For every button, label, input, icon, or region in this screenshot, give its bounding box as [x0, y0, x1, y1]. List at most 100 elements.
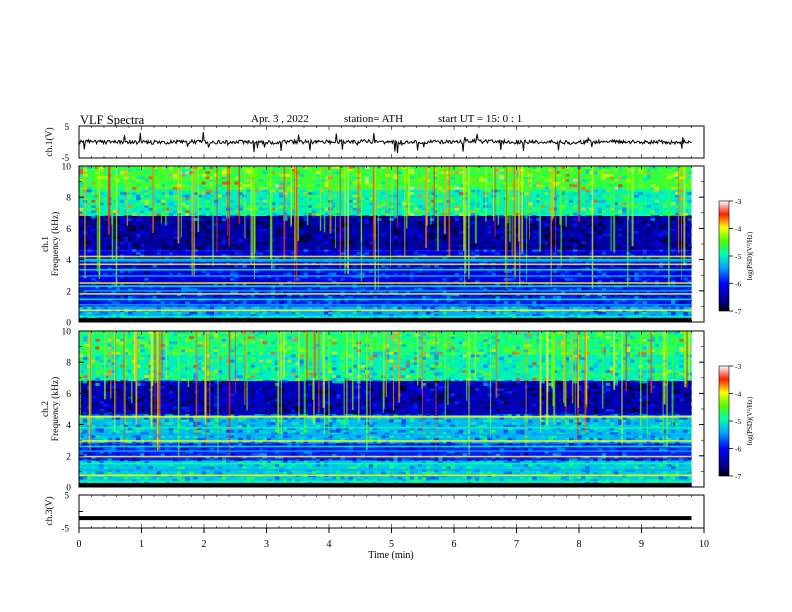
- spectrum-cell: [140, 166, 145, 169]
- spectrum-cell: [299, 205, 304, 208]
- spectrum-cell: [119, 283, 125, 286]
- spectrum-cell: [356, 272, 362, 276]
- spectrum-cell: [209, 311, 215, 315]
- spectrum-cell: [662, 293, 668, 297]
- spectrum-cell: [671, 228, 676, 232]
- spectrum-cell: [422, 192, 427, 195]
- spectrum-cell: [193, 189, 198, 193]
- spectrum-cell: [573, 244, 578, 247]
- spectrum-cell: [609, 212, 615, 216]
- spectrum-cell: [128, 429, 133, 433]
- sferic-streak: [509, 166, 511, 242]
- spectrum-cell: [307, 301, 313, 305]
- spectrum-cell: [650, 184, 656, 188]
- spectrum-cell: [221, 189, 227, 193]
- spectrum-cell: [536, 251, 541, 255]
- spectrum-cell: [422, 168, 427, 172]
- spectrum-cell: [364, 215, 370, 219]
- spectrum-cell: [658, 301, 664, 305]
- spectrum-cell: [422, 197, 427, 201]
- spectrum-cell: [221, 181, 227, 185]
- spectrum-cell: [438, 166, 443, 169]
- spectrum-cell: [552, 231, 558, 234]
- spectrum-cell: [499, 264, 504, 268]
- spectrum-cell: [217, 311, 223, 315]
- spectrum-cell: [160, 218, 166, 221]
- spectrum-cell: [401, 228, 406, 232]
- spectrum-cell: [246, 233, 251, 237]
- spectrum-cell: [226, 171, 231, 175]
- spectrum-cell: [499, 176, 504, 180]
- spectrum-cell: [87, 207, 92, 211]
- spectrum-cell: [507, 314, 513, 318]
- spectrum-cell: [487, 314, 492, 318]
- ch1-waveform-panel: 5 -5 ch.1(V): [44, 122, 705, 163]
- spectrum-cell: [291, 277, 296, 281]
- spectrum-cell: [446, 293, 451, 297]
- spectrum-cell: [609, 249, 615, 253]
- spectrum-cell: [458, 267, 464, 271]
- spectrum-cell: [275, 244, 280, 247]
- spectrum-cell: [315, 241, 321, 245]
- spectrum-cell: [168, 236, 174, 240]
- spectrum-cell: [650, 186, 656, 190]
- spectrum-cell: [205, 280, 210, 284]
- spectrum-cell: [511, 314, 517, 318]
- spectrum-cell: [601, 205, 607, 208]
- spectrum-cell: [426, 207, 431, 211]
- spectrum-cell: [422, 194, 427, 198]
- spectrum-cell: [675, 251, 680, 255]
- spectrum-cell: [593, 189, 598, 193]
- spectrum-cell: [475, 168, 480, 172]
- spectrum-cell: [115, 231, 121, 234]
- spectrum-cell: [164, 306, 170, 310]
- spectrum-cell: [646, 251, 651, 255]
- spectrum-cell: [189, 238, 194, 242]
- spectrum-cell: [99, 463, 104, 467]
- spectrum-cell: [111, 210, 117, 214]
- spectrum-cell: [450, 207, 455, 211]
- spectrum-cell: [687, 205, 692, 208]
- spectrum-cell: [585, 176, 590, 180]
- spectrum-cell: [589, 264, 594, 268]
- spectrum-cell: [532, 184, 537, 188]
- spectrum-cell: [234, 173, 239, 177]
- spectrum-cell: [119, 435, 125, 438]
- spectrum-cell: [291, 189, 296, 193]
- spectrum-cell: [393, 189, 398, 193]
- spectrum-cell: [275, 220, 280, 224]
- spectrum-cell: [319, 215, 325, 219]
- spectrum-cell: [687, 244, 692, 247]
- spectrum-cell: [544, 236, 549, 240]
- spectrum-cell: [275, 277, 280, 281]
- spectrum-cell: [91, 270, 96, 273]
- spectrum-cell: [683, 212, 688, 216]
- spectrum-cell: [164, 380, 170, 384]
- spectrum-cell: [634, 277, 639, 281]
- spectrum-cell: [115, 338, 121, 342]
- spectrum-cell: [152, 463, 157, 467]
- spectrum-cell: [573, 179, 578, 182]
- spectrum-cell: [283, 231, 288, 234]
- spectrum-cell: [275, 212, 280, 216]
- spectrum-cell: [242, 293, 247, 297]
- spectrum-cell: [283, 241, 288, 245]
- spectrum-cell: [405, 220, 411, 224]
- spectrum-cell: [315, 184, 321, 188]
- spectrum-cell: [536, 181, 541, 185]
- spectrum-cell: [438, 186, 443, 190]
- spectrum-cell: [217, 194, 223, 198]
- spectrum-cell: [307, 290, 313, 294]
- ch1-colorbar-ticks: -3-4-5-6-7: [729, 197, 741, 316]
- spectrum-cell: [254, 301, 259, 305]
- spectrum-cell: [622, 228, 627, 232]
- ch1-frequency-ylabel: Frequency (kHz): [50, 212, 61, 277]
- spectrum-cell: [324, 290, 329, 294]
- spectrum-cell: [275, 215, 280, 219]
- spectrum-cell: [564, 218, 570, 221]
- spectrum-cell: [360, 225, 366, 229]
- spectrum-cell: [164, 277, 170, 281]
- spectrum-cell: [136, 244, 141, 247]
- spectrum-cell: [83, 411, 88, 415]
- spectrum-cell: [613, 168, 619, 172]
